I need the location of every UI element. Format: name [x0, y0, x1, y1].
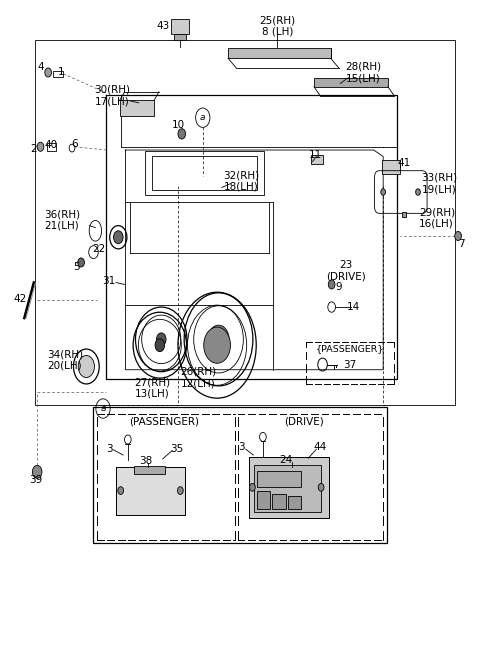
Circle shape [37, 142, 44, 151]
Text: 3: 3 [238, 442, 245, 452]
Text: 27(RH)
13(LH): 27(RH) 13(LH) [134, 377, 171, 398]
Text: a: a [100, 404, 106, 413]
Text: 41: 41 [397, 158, 410, 168]
Text: {PASSENGER}: {PASSENGER} [315, 344, 384, 353]
Text: 37: 37 [343, 360, 356, 369]
Text: 2: 2 [31, 143, 37, 154]
Circle shape [78, 258, 84, 267]
Text: 29(RH)
16(LH): 29(RH) 16(LH) [419, 207, 455, 228]
Bar [174, 34, 186, 40]
Bar [254, 465, 321, 512]
Text: 1: 1 [58, 67, 64, 77]
Bar [382, 160, 400, 174]
Circle shape [318, 484, 324, 491]
Bar [228, 48, 331, 58]
Text: 22: 22 [93, 244, 106, 254]
Circle shape [204, 327, 230, 363]
Text: 10: 10 [171, 121, 184, 130]
Bar [288, 496, 301, 509]
Bar [249, 457, 329, 519]
Bar [134, 466, 165, 474]
Text: 3: 3 [106, 443, 112, 454]
Text: 38: 38 [139, 456, 152, 466]
Bar [120, 100, 154, 116]
Text: a: a [200, 113, 205, 122]
Text: 9: 9 [336, 282, 342, 292]
Text: 39: 39 [29, 474, 42, 485]
Bar [116, 467, 185, 515]
Text: 24: 24 [280, 455, 293, 465]
Text: 30(RH)
17(LH): 30(RH) 17(LH) [94, 85, 130, 106]
Circle shape [416, 189, 420, 195]
Circle shape [178, 129, 186, 139]
Text: 7: 7 [457, 239, 464, 249]
Text: 25(RH)
8 (LH): 25(RH) 8 (LH) [259, 15, 295, 37]
Circle shape [156, 333, 166, 346]
Bar [257, 491, 270, 509]
Text: 32(RH)
18(LH): 32(RH) 18(LH) [223, 170, 259, 192]
Circle shape [250, 484, 255, 491]
Circle shape [208, 325, 229, 354]
Circle shape [381, 189, 385, 195]
Circle shape [114, 231, 123, 244]
Bar [152, 156, 257, 190]
Text: 5: 5 [73, 262, 80, 272]
Text: (DRIVE): (DRIVE) [285, 417, 324, 426]
Circle shape [33, 465, 42, 478]
Text: 36(RH)
21(LH): 36(RH) 21(LH) [44, 209, 80, 230]
Text: 6: 6 [71, 139, 78, 149]
Text: (PASSENGER): (PASSENGER) [130, 417, 200, 426]
Text: 44: 44 [313, 442, 327, 452]
Bar [257, 471, 300, 487]
Bar [93, 407, 386, 543]
Bar [47, 143, 56, 151]
Circle shape [78, 356, 95, 378]
Text: 31: 31 [102, 276, 115, 286]
Bar [144, 151, 264, 195]
Text: 14: 14 [347, 302, 360, 312]
Text: 34(RH)
20(LH): 34(RH) 20(LH) [47, 349, 83, 371]
Text: 35: 35 [170, 443, 183, 454]
Text: 33(RH)
19(LH): 33(RH) 19(LH) [421, 173, 457, 195]
Text: 28(RH)
15(LH): 28(RH) 15(LH) [345, 62, 381, 83]
Bar [402, 212, 406, 217]
Bar [116, 467, 185, 515]
Text: 40: 40 [45, 140, 58, 151]
Circle shape [328, 280, 335, 289]
Text: 42: 42 [14, 293, 27, 304]
Bar [171, 19, 189, 34]
Circle shape [45, 68, 51, 77]
Bar [273, 495, 286, 509]
Text: 4: 4 [37, 62, 44, 72]
Circle shape [455, 232, 461, 241]
Circle shape [118, 487, 123, 495]
Bar [249, 457, 329, 519]
Bar [314, 78, 388, 87]
Bar [53, 71, 63, 77]
Text: 23
(DRIVE): 23 (DRIVE) [326, 260, 366, 282]
Bar [311, 155, 323, 164]
Circle shape [155, 339, 165, 352]
Circle shape [178, 487, 183, 495]
Text: 11: 11 [309, 149, 322, 160]
Text: 43: 43 [156, 21, 169, 31]
Text: 26(RH)
12(LH): 26(RH) 12(LH) [180, 367, 216, 388]
Bar [35, 40, 455, 405]
